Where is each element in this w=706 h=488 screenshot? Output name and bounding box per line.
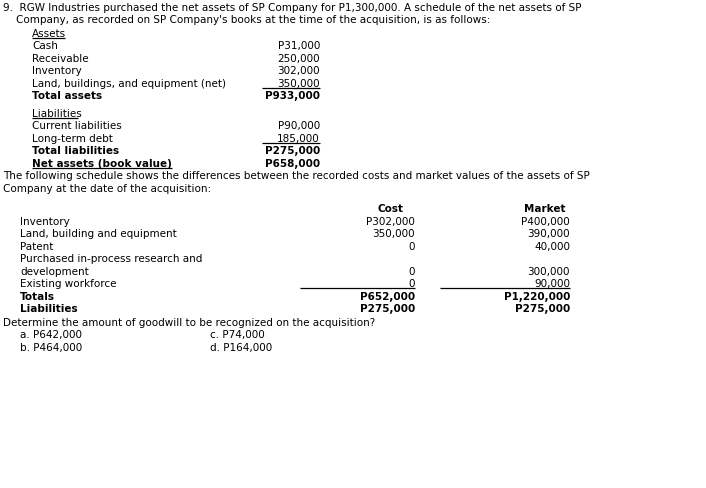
Text: Land, buildings, and equipment (net): Land, buildings, and equipment (net) [32, 79, 226, 89]
Text: Company, as recorded on SP Company's books at the time of the acquisition, is as: Company, as recorded on SP Company's boo… [3, 16, 491, 25]
Text: Market: Market [525, 204, 566, 214]
Text: P652,000: P652,000 [360, 291, 415, 302]
Text: 250,000: 250,000 [277, 54, 320, 64]
Text: Totals: Totals [20, 291, 55, 302]
Text: 300,000: 300,000 [527, 266, 570, 276]
Text: P933,000: P933,000 [265, 91, 320, 102]
Text: Inventory: Inventory [32, 66, 82, 76]
Text: 0: 0 [409, 242, 415, 251]
Text: Cost: Cost [377, 204, 403, 214]
Text: The following schedule shows the differences between the recorded costs and mark: The following schedule shows the differe… [3, 171, 590, 181]
Text: b. P464,000: b. P464,000 [20, 342, 83, 352]
Text: 390,000: 390,000 [527, 229, 570, 239]
Text: Net assets (book value): Net assets (book value) [32, 159, 172, 169]
Text: Liabilities: Liabilities [20, 304, 78, 314]
Text: d. P164,000: d. P164,000 [210, 342, 273, 352]
Text: P1,220,000: P1,220,000 [503, 291, 570, 302]
Text: P302,000: P302,000 [366, 217, 415, 226]
Text: Liabilities: Liabilities [32, 109, 82, 119]
Text: Total assets: Total assets [32, 91, 102, 102]
Text: P658,000: P658,000 [265, 159, 320, 169]
Text: Total liabilities: Total liabilities [32, 146, 119, 156]
Text: Patent: Patent [20, 242, 54, 251]
Text: c. P74,000: c. P74,000 [210, 330, 265, 340]
Text: P275,000: P275,000 [515, 304, 570, 314]
Text: Assets: Assets [32, 29, 66, 39]
Text: 40,000: 40,000 [534, 242, 570, 251]
Text: Current liabilities: Current liabilities [32, 121, 121, 131]
Text: 0: 0 [409, 279, 415, 289]
Text: 185,000: 185,000 [277, 134, 320, 143]
Text: 350,000: 350,000 [372, 229, 415, 239]
Text: Long-term debt: Long-term debt [32, 134, 113, 143]
Text: Company at the date of the acquisition:: Company at the date of the acquisition: [3, 183, 211, 194]
Text: 350,000: 350,000 [277, 79, 320, 89]
Text: 9.  RGW Industries purchased the net assets of SP Company for P1,300,000. A sche: 9. RGW Industries purchased the net asse… [3, 3, 582, 13]
Text: Purchased in-process research and: Purchased in-process research and [20, 254, 203, 264]
Text: P31,000: P31,000 [277, 41, 320, 51]
Text: P275,000: P275,000 [360, 304, 415, 314]
Text: P400,000: P400,000 [521, 217, 570, 226]
Text: Cash: Cash [32, 41, 58, 51]
Text: Inventory: Inventory [20, 217, 70, 226]
Text: Land, building and equipment: Land, building and equipment [20, 229, 176, 239]
Text: Existing workforce: Existing workforce [20, 279, 116, 289]
Text: Determine the amount of goodwill to be recognized on the acquisition?: Determine the amount of goodwill to be r… [3, 317, 376, 327]
Text: P90,000: P90,000 [277, 121, 320, 131]
Text: P275,000: P275,000 [265, 146, 320, 156]
Text: 0: 0 [409, 266, 415, 276]
Text: development: development [20, 266, 89, 276]
Text: 90,000: 90,000 [534, 279, 570, 289]
Text: Receivable: Receivable [32, 54, 89, 64]
Text: 302,000: 302,000 [277, 66, 320, 76]
Text: a. P642,000: a. P642,000 [20, 330, 82, 340]
